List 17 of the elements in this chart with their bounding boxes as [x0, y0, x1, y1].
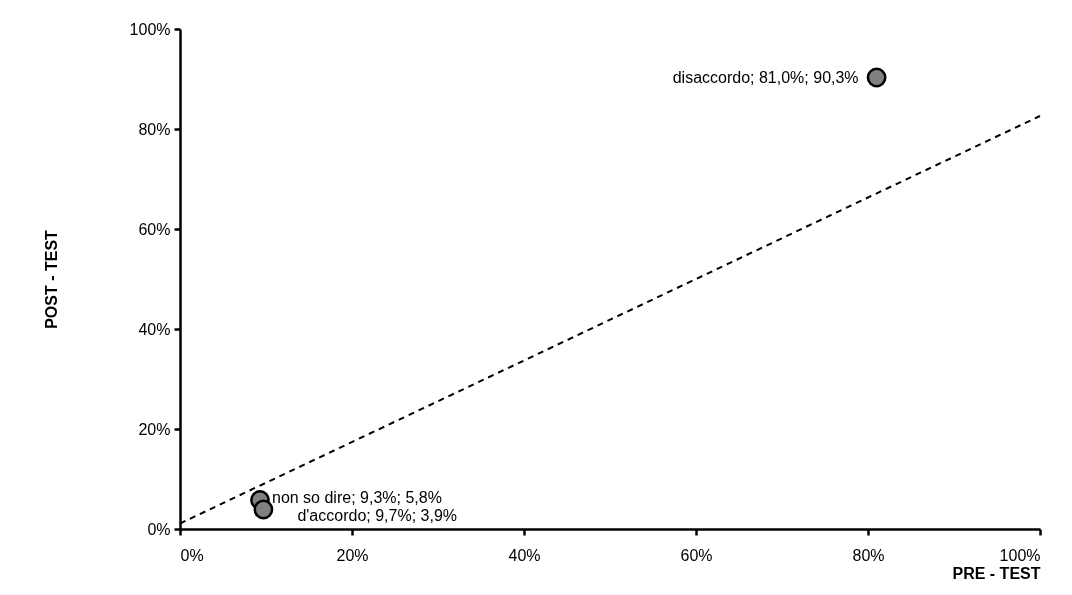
x-tick-label: 20%: [336, 546, 369, 564]
x-axis-title: PRE - TEST: [952, 564, 1041, 582]
x-tick-label: 100%: [999, 546, 1041, 564]
y-tick-label: 60%: [138, 220, 171, 238]
y-tick-label: 40%: [138, 320, 171, 338]
y-tick-label: 20%: [138, 420, 171, 438]
x-tick-label: 0%: [180, 546, 204, 564]
x-tick-label: 80%: [852, 546, 885, 564]
y-axis-title: POST - TEST: [42, 229, 60, 329]
y-tick-label: 80%: [138, 120, 171, 138]
annotation: non so dire; 9,3%; 5,8%: [271, 489, 442, 506]
annotation: disaccordo; 81,0%; 90,3%: [672, 68, 859, 86]
annotation: d'accordo; 9,7%; 3,9%: [297, 506, 458, 524]
y-tick-label: 100%: [129, 20, 171, 38]
y-tick-label: 0%: [147, 520, 171, 538]
x-tick-label: 60%: [680, 546, 713, 564]
x-tick-label: 40%: [508, 546, 541, 564]
